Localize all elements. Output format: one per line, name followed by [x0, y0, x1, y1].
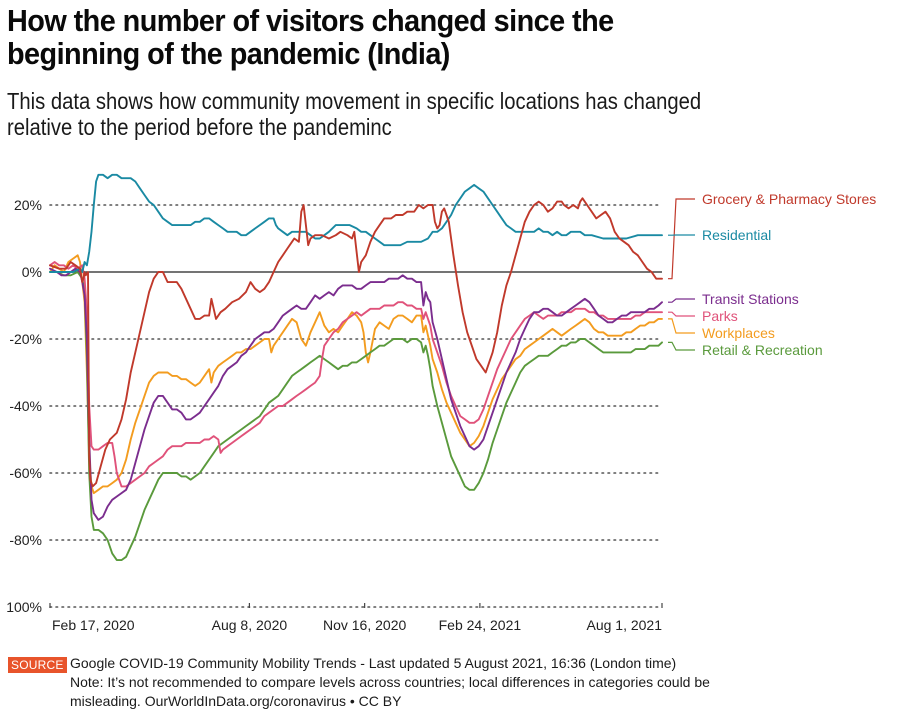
y-tick-label: -60% — [9, 465, 42, 481]
series-lines — [49, 173, 663, 562]
y-tick-label: 20% — [14, 197, 42, 213]
note-line: Note: It’s not recommended to compare le… — [70, 674, 710, 690]
legend-connector-grocery-pharmacy-stores — [668, 198, 695, 280]
source-line: Google COVID-19 Community Mobility Trend… — [70, 655, 677, 671]
x-tick-label: Nov 16, 2020 — [323, 617, 406, 633]
x-tick-label: Feb 24, 2021 — [439, 617, 522, 633]
legend: Grocery & Pharmacy Stores Residential Tran… — [668, 191, 876, 358]
chart-title-line-2: beginning of the pandemic (India) — [7, 36, 450, 71]
series-line-parks — [49, 261, 663, 488]
legend-label-parks: Parks — [702, 308, 738, 324]
legend-label-retail-recreation: Retail & Recreation — [702, 342, 823, 358]
legend-label-grocery-pharmacy-stores: Grocery & Pharmacy Stores — [702, 191, 876, 207]
legend-connector-transit-stations — [668, 298, 695, 303]
x-tick-label: Aug 8, 2020 — [212, 617, 288, 633]
series-line-retail-recreation — [49, 271, 663, 562]
legend-label-workplaces: Workplaces — [702, 325, 775, 341]
line-chart: 20% 0% -20% -40% -60% -80% 100% Feb 17, 2020 Au… — [6, 173, 876, 633]
y-tick-label: -20% — [9, 331, 42, 347]
x-tick-label: Aug 1, 2021 — [586, 617, 662, 633]
chart-title: How the number of visitors changed since… — [7, 4, 835, 70]
legend-connector-workplaces — [668, 318, 695, 334]
y-tick-label: -40% — [9, 398, 42, 414]
source-badge: SOURCE — [8, 657, 67, 673]
series-line-workplaces — [49, 254, 663, 495]
legend-connector-retail-recreation — [668, 341, 695, 351]
x-axis: Feb 17, 2020 Aug 8, 2020 Nov 16, 2020 Feb 2… — [49, 603, 663, 633]
y-axis: 20% 0% -20% -40% -60% -80% 100% — [6, 197, 42, 615]
y-tick-label: -80% — [9, 532, 42, 548]
x-tick-label: Feb 17, 2020 — [52, 617, 135, 633]
series-line-grocery-pharmacy-stores — [49, 197, 663, 488]
series-line-residential — [49, 173, 663, 273]
y-tick-label: 0% — [22, 264, 42, 280]
chart-subtitle-line-2: relative to the period before the pandem… — [7, 114, 392, 140]
note-line-2: misleading. OurWorldInData.org/coronavir… — [70, 693, 402, 709]
chart-subtitle-line-1: This data shows how community movement i… — [7, 88, 702, 114]
y-tick-label: 100% — [6, 599, 42, 615]
legend-label-residential: Residential — [702, 227, 771, 243]
legend-connector-parks — [668, 311, 695, 317]
chart-subtitle: This data shows how community movement i… — [7, 88, 701, 140]
series-line-transit-stations — [49, 267, 663, 521]
footer-text: Google COVID-19 Community Mobility Trend… — [70, 654, 890, 711]
legend-label-transit-stations: Transit Stations — [702, 291, 799, 307]
chart-title-line-1: How the number of visitors changed since… — [7, 3, 614, 38]
